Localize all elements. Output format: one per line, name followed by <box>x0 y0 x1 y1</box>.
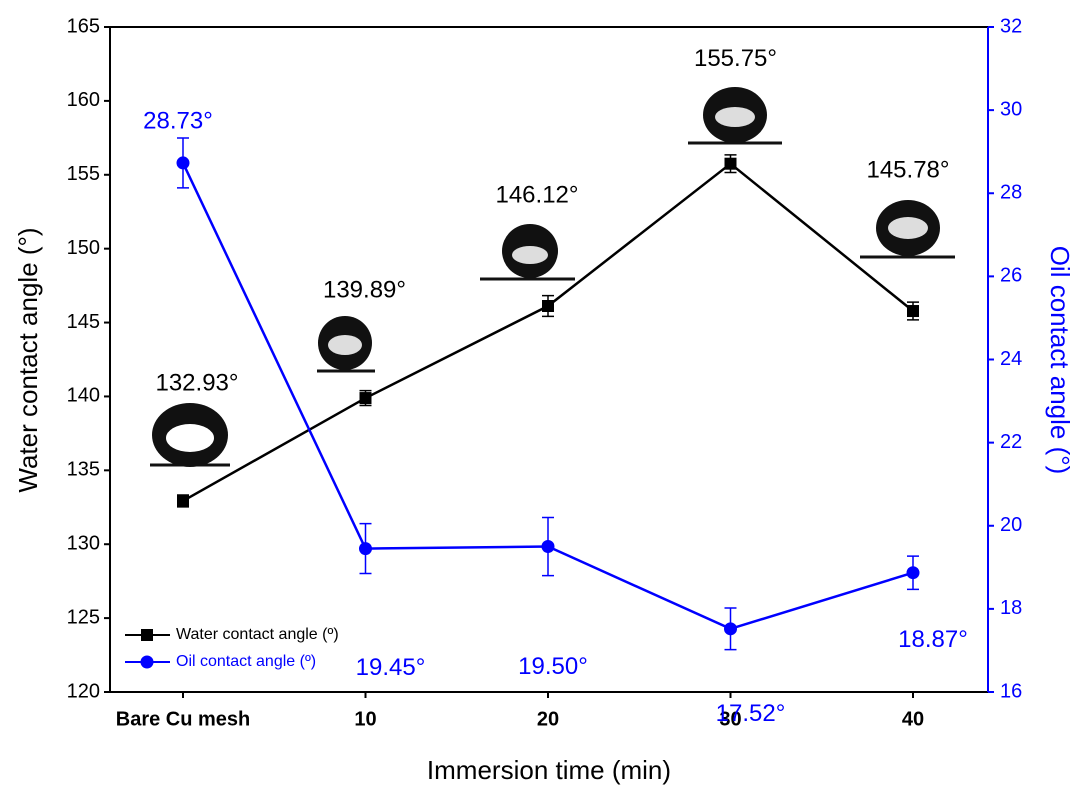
value-label: 139.89° <box>323 276 406 303</box>
y2-tick-label: 16 <box>1000 680 1022 702</box>
y-tick-label: 135 <box>67 459 100 481</box>
value-label: 28.73° <box>143 107 213 134</box>
x-tick-label: 20 <box>537 708 559 730</box>
data-point <box>360 392 372 404</box>
data-point <box>907 566 920 579</box>
chart: Water contact angle (°) Oil contact angl… <box>0 0 1078 787</box>
y2-tick-label: 24 <box>1000 348 1022 370</box>
value-label: 17.52° <box>716 700 786 727</box>
y-tick-label: 150 <box>67 237 100 259</box>
y2-tick-label: 28 <box>1000 182 1022 204</box>
x-axis-title: Immersion time (min) <box>427 755 671 785</box>
droplet-image <box>480 224 575 279</box>
y2-tick-label: 20 <box>1000 514 1022 536</box>
series <box>177 138 920 650</box>
y-tick-label: 155 <box>67 163 100 185</box>
x-tick-label: Bare Cu mesh <box>116 708 251 730</box>
data-point <box>724 622 737 635</box>
y2-tick-label: 22 <box>1000 431 1022 453</box>
data-point <box>141 656 154 669</box>
y-tick-label: 120 <box>67 680 100 702</box>
data-point <box>725 158 737 170</box>
value-label: 19.50° <box>518 653 588 680</box>
y-tick-label: 145 <box>67 311 100 333</box>
y2-tick-label: 18 <box>1000 597 1022 619</box>
y-tick-label: 140 <box>67 385 100 407</box>
data-point <box>359 542 372 555</box>
page: Water contact angle (°) Oil contact angl… <box>0 0 1078 792</box>
y2-tick-label: 32 <box>1000 15 1022 37</box>
data-point <box>542 540 555 553</box>
x-tick-label: 10 <box>354 708 376 730</box>
data-point <box>542 300 554 312</box>
y-tick-label: 130 <box>67 533 100 555</box>
y-axis-title: Water contact angle (°) <box>13 227 43 492</box>
data-point <box>141 629 153 641</box>
legend-label: Oil contact angle (º) <box>176 653 316 670</box>
data-point <box>907 305 919 317</box>
droplet-image <box>317 316 375 371</box>
value-label: 19.45° <box>356 654 426 681</box>
y-tick-label: 165 <box>67 15 100 37</box>
value-label: 145.78° <box>866 156 949 183</box>
droplets <box>150 87 955 467</box>
y2-axis-title: Oil contact angle (°) <box>1045 246 1075 475</box>
value-label: 132.93° <box>155 369 238 396</box>
droplet-image <box>688 87 782 143</box>
x-tick-label: 40 <box>902 708 924 730</box>
y2-tick-label: 26 <box>1000 265 1022 287</box>
droplet-image <box>860 200 955 257</box>
data-point <box>177 495 189 507</box>
y-tick-label: 160 <box>67 89 100 111</box>
value-label: 146.12° <box>495 181 578 208</box>
value-label: 155.75° <box>694 45 777 72</box>
value-label: 18.87° <box>898 626 968 653</box>
droplet-image <box>150 403 230 467</box>
series-line <box>183 164 913 501</box>
y2-tick-label: 30 <box>1000 98 1022 120</box>
legend-label: Water contact angle (º) <box>176 626 339 643</box>
y-tick-label: 125 <box>67 606 100 628</box>
data-point <box>177 156 190 169</box>
